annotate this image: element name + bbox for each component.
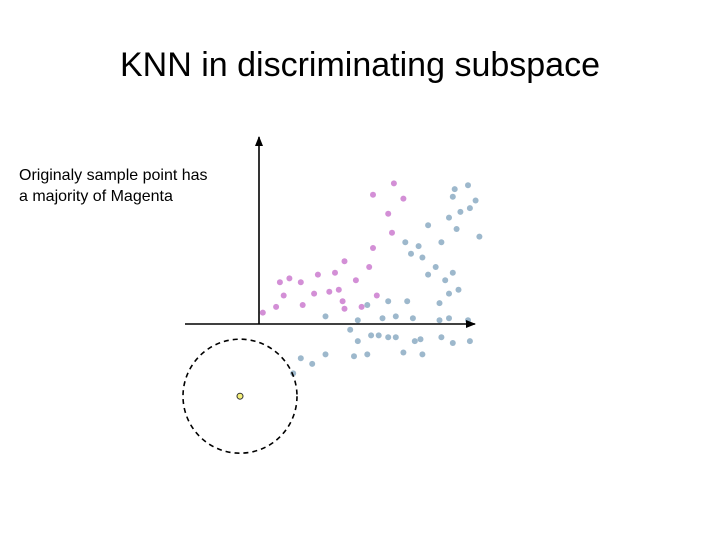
blue-point [449, 269, 456, 276]
magenta-point [341, 258, 348, 265]
blue-point [368, 332, 375, 339]
blue-point [466, 338, 473, 345]
blue-point [436, 300, 443, 307]
magenta-point [352, 277, 359, 284]
blue-point [449, 193, 456, 200]
knn-neighborhood-circle [182, 338, 298, 455]
magenta-point [273, 303, 280, 310]
magenta-point [332, 269, 338, 276]
magenta-point [286, 275, 293, 282]
blue-point [364, 302, 371, 308]
blue-point [442, 277, 449, 284]
magenta-point [276, 279, 283, 286]
blue-point [436, 317, 443, 324]
blue-point [364, 351, 371, 358]
annotation-line-1: Originaly sample point has [19, 167, 208, 184]
magenta-point [259, 309, 266, 316]
blue-point [411, 338, 418, 345]
magenta-point [373, 292, 380, 299]
blue-point [290, 370, 297, 377]
blue-point [322, 351, 329, 358]
blue-point [402, 239, 409, 246]
blue-point [385, 334, 392, 341]
blue-point [408, 250, 414, 257]
blue-point [438, 239, 445, 246]
blue-point [322, 313, 329, 320]
magenta-point [358, 303, 365, 310]
annotation-line-2: a majority of Magenta [19, 188, 173, 205]
blue-point [465, 182, 471, 189]
blue-point [404, 298, 411, 305]
blue-point [446, 315, 452, 322]
magenta-point [297, 279, 304, 286]
magenta-point [341, 305, 348, 312]
blue-point [465, 317, 471, 324]
magenta-point [311, 290, 318, 297]
magenta-point [326, 288, 333, 295]
blue-point [453, 226, 460, 232]
blue-point [438, 334, 445, 341]
magenta-point [370, 191, 376, 198]
blue-point [415, 243, 422, 250]
blue-point [455, 286, 462, 293]
magenta-point [339, 298, 346, 305]
blue-point [451, 186, 458, 193]
magenta-point [366, 264, 373, 270]
annotation-text: Originaly sample point has a majority of… [19, 165, 269, 207]
blue-point [351, 353, 357, 360]
blue-point [446, 290, 452, 297]
magenta-point [390, 180, 397, 187]
blue-point [446, 214, 452, 221]
magenta-point [314, 271, 321, 278]
blue-point [457, 208, 464, 215]
blue-point [472, 197, 479, 204]
points-layer [259, 180, 483, 377]
blue-point [449, 340, 456, 346]
blue-point [392, 334, 399, 341]
blue-point [379, 315, 386, 322]
blue-point [425, 271, 432, 278]
magenta-point [400, 195, 407, 202]
blue-point [375, 332, 382, 339]
blue-point [354, 338, 361, 345]
magenta-point [280, 292, 287, 299]
blue-point [385, 298, 392, 305]
blue-point [400, 349, 407, 356]
magenta-point [389, 229, 395, 236]
blue-point [347, 326, 354, 333]
blue-point [466, 205, 473, 212]
blue-point [409, 315, 416, 322]
blue-point [432, 264, 439, 270]
blue-point [419, 254, 426, 261]
blue-point [417, 336, 424, 343]
blue-point [354, 317, 361, 324]
slide-title: KNN in discriminating subspace [120, 46, 600, 84]
blue-point [297, 355, 304, 362]
blue-point [419, 351, 426, 358]
blue-point [392, 313, 399, 320]
magenta-point [335, 286, 342, 293]
magenta-point [385, 210, 392, 217]
magenta-point [370, 245, 376, 251]
blue-point [425, 222, 432, 229]
sample-point [236, 392, 244, 400]
blue-point [476, 233, 483, 240]
magenta-point [299, 302, 306, 308]
blue-point [309, 360, 316, 367]
